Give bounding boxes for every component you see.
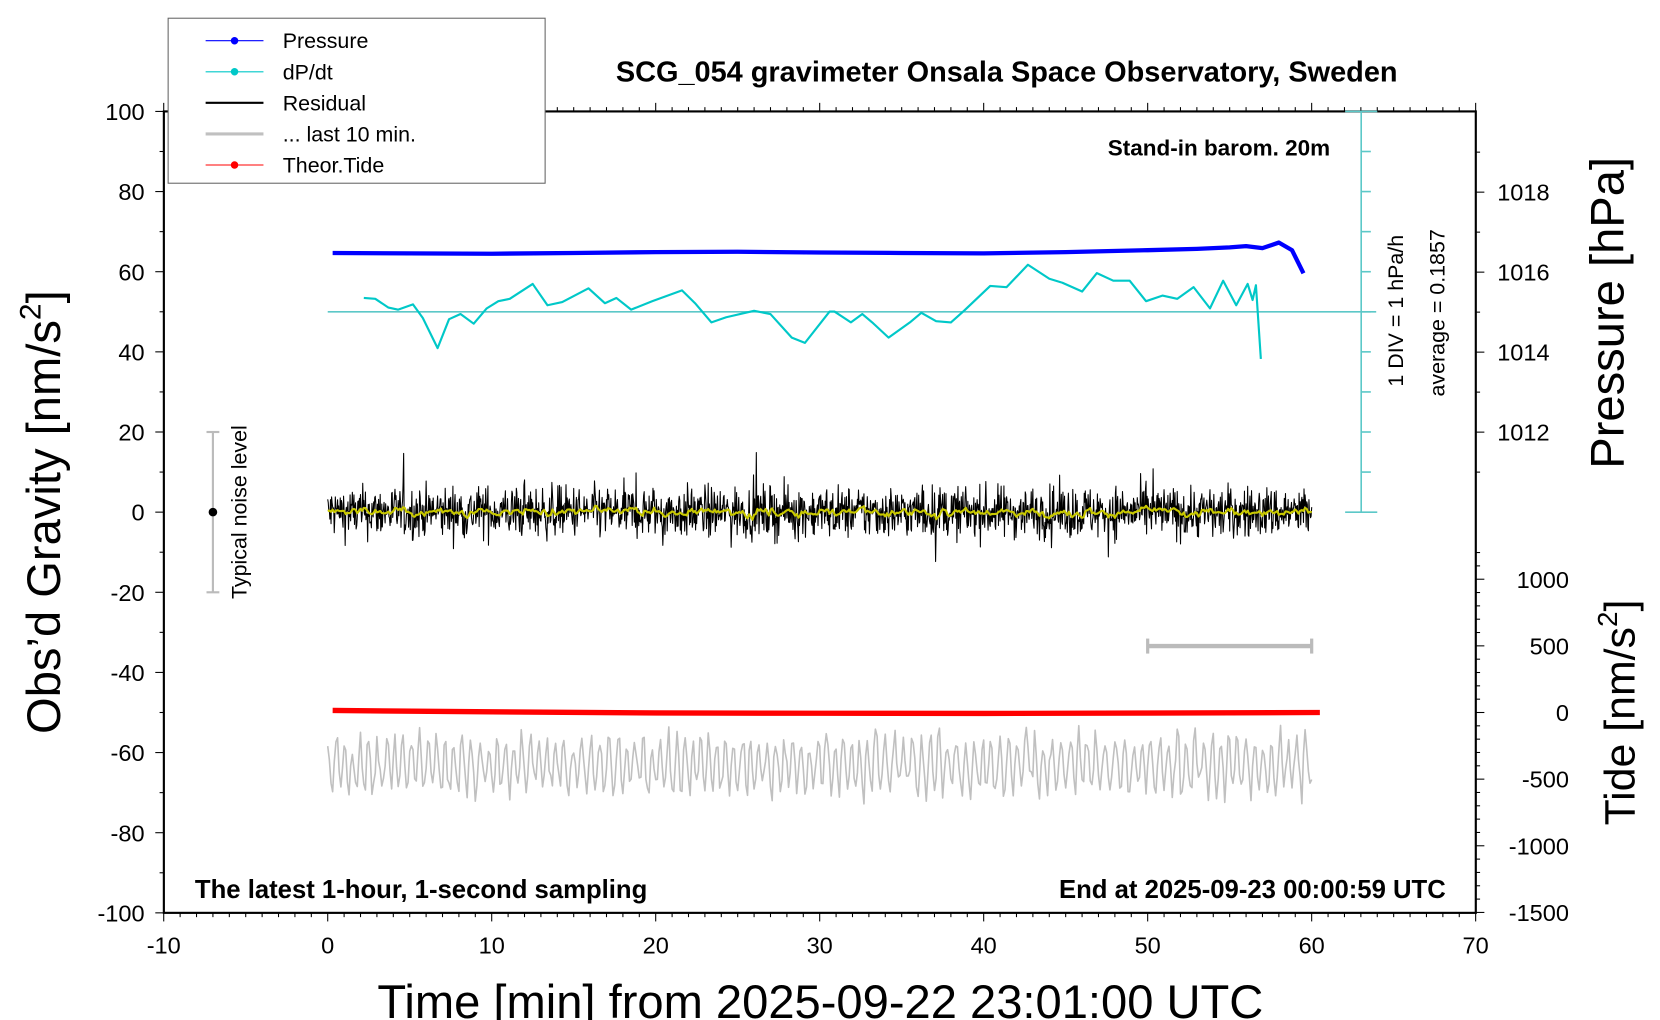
bottom-right-note: End at 2025-09-23 00:00:59 UTC <box>1059 876 1446 904</box>
x-tick-label: 50 <box>1135 933 1161 959</box>
x-tick-label: 60 <box>1299 933 1325 959</box>
x-tick-label: -10 <box>147 933 181 959</box>
y-tick-label-left: -60 <box>111 740 145 766</box>
legend-label: ... last 10 min. <box>283 122 416 146</box>
y-tick-label-left: 20 <box>118 420 144 446</box>
average-label: average = 0.1857 <box>1426 229 1450 396</box>
chart-title: SCG_054 gravimeter Onsala Space Observat… <box>616 56 1398 88</box>
last-10-min-line <box>326 724 1313 805</box>
y-tick-label-left: 100 <box>105 99 144 125</box>
pressure-line <box>332 240 1306 275</box>
residual-line <box>327 452 1313 563</box>
y-tick-label-tide: 500 <box>1530 633 1569 659</box>
theoretical-tide-line <box>332 707 1320 717</box>
legend-swatch-marker <box>230 68 239 76</box>
y-tick-label-pressure: 1014 <box>1497 340 1549 366</box>
x-tick-label: 10 <box>479 933 505 959</box>
legend: Pressure dP/dt Residual ... last 10 min. The… <box>167 17 546 184</box>
y-tick-label-tide: 0 <box>1556 700 1569 726</box>
y-axis-title-tide: Tide [nm/s2] <box>1592 600 1644 826</box>
y-axis-title-left: Obs’d Gravity [nm/s2] <box>15 290 70 734</box>
legend-label: dP/dt <box>283 60 333 84</box>
legend-swatch-marker <box>230 161 239 169</box>
x-axis-title: Time [min] from 2025-09-22 23:01:00 UTC <box>377 975 1263 1020</box>
legend-label: Pressure <box>283 29 369 53</box>
x-tick-label: 0 <box>321 933 334 959</box>
y-tick-label-left: -80 <box>111 820 145 846</box>
y-tick-label-tide: -1500 <box>1509 900 1569 926</box>
bottom-left-note: The latest 1-hour, 1-second sampling <box>195 876 647 904</box>
y-tick-label-left: 40 <box>118 339 144 365</box>
legend-swatch-marker <box>230 36 239 45</box>
x-tick-label: 20 <box>643 933 669 959</box>
y-tick-label-left: -20 <box>111 580 145 606</box>
y-axis-title-pressure: Pressure [hPa] <box>1581 157 1634 469</box>
y-tick-label-left: 0 <box>131 500 144 526</box>
y-tick-label-tide: -500 <box>1522 767 1569 793</box>
x-tick-label: 70 <box>1463 933 1489 959</box>
noise-level-label: Typical noise level <box>227 425 251 599</box>
y-tick-label-pressure: 1016 <box>1497 260 1549 286</box>
y-tick-label-left: 60 <box>118 259 144 285</box>
x-tick-label: 30 <box>807 933 833 959</box>
y-tick-label-pressure: 1012 <box>1497 420 1549 446</box>
y-tick-label-tide: -1000 <box>1509 833 1569 859</box>
legend-label: Theor.Tide <box>283 153 385 177</box>
legend-label: Residual <box>283 91 366 115</box>
y-tick-label-tide: 1000 <box>1517 567 1569 593</box>
residual-smoothed-line <box>327 504 1312 521</box>
div-scale-label: 1 DIV = 1 hPa/h <box>1384 235 1408 387</box>
y-tick-label-left: -40 <box>111 660 145 686</box>
y-tick-label-pressure: 1018 <box>1497 180 1549 206</box>
y-tick-label-left: -100 <box>97 900 144 926</box>
x-tick-label: 40 <box>971 933 997 959</box>
dpdt-line <box>363 263 1262 360</box>
noise-level-dot <box>208 507 218 517</box>
barometer-note: Stand-in barom. 20m <box>1108 135 1330 160</box>
y-tick-label-left: 80 <box>118 179 144 205</box>
